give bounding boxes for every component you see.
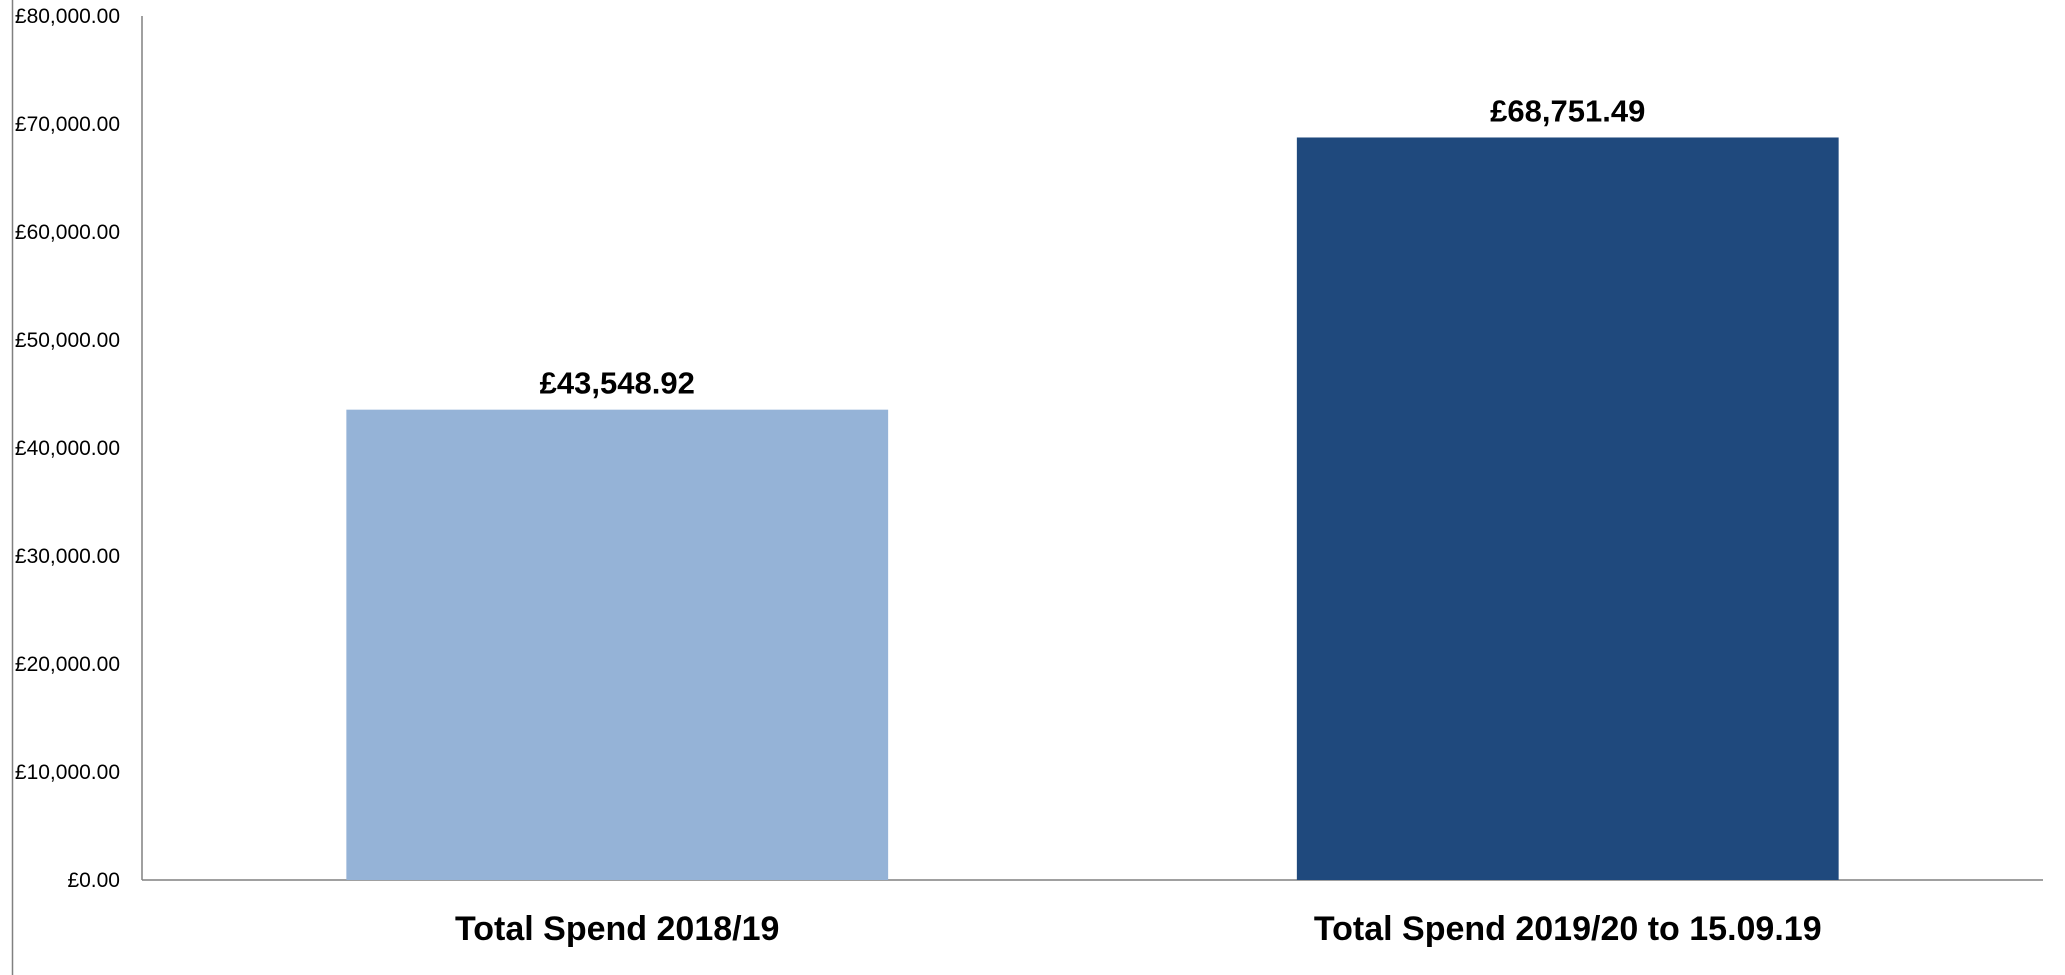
category-label-2: Total Spend 2019/20 to 15.09.19 — [1314, 910, 1822, 948]
category-labels: Total Spend 2018/19 Total Spend 2019/20 t… — [455, 910, 1822, 948]
y-tick-label: £0.00 — [67, 869, 120, 892]
bars — [346, 137, 1839, 881]
y-tick-label: £10,000.00 — [15, 761, 120, 784]
y-tick-label: £70,000.00 — [15, 113, 120, 136]
y-tick-label: £50,000.00 — [15, 329, 120, 352]
data-label-1: £43,548.92 — [540, 366, 695, 401]
y-tick-label: £30,000.00 — [15, 545, 120, 568]
bar-2 — [1296, 137, 1839, 881]
bar-1 — [346, 409, 889, 880]
y-tick-label: £60,000.00 — [15, 221, 120, 244]
data-labels: £43,548.92 £68,751.49 — [540, 93, 1646, 400]
category-label-1: Total Spend 2018/19 — [455, 910, 779, 948]
y-axis-ticks: £0.00 £10,000.00 £20,000.00 £30,000.00 £40,0… — [15, 5, 120, 892]
y-tick-label: £40,000.00 — [15, 437, 120, 460]
y-tick-label: £80,000.00 — [15, 5, 120, 28]
y-tick-label: £20,000.00 — [15, 653, 120, 676]
data-label-2: £68,751.49 — [1490, 93, 1645, 128]
